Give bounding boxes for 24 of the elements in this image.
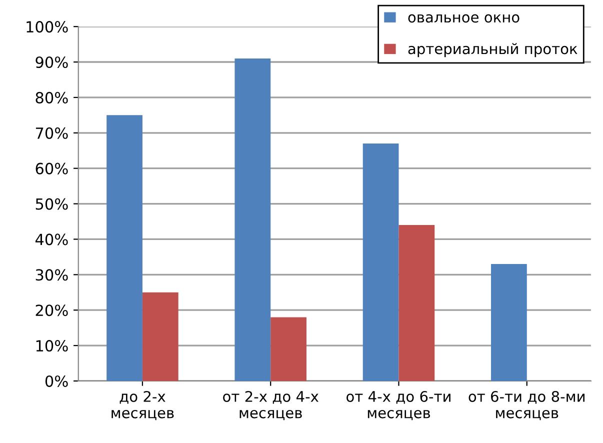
bar — [142, 292, 178, 381]
y-tick-label: 60% — [36, 162, 68, 174]
legend-label: артериальный проток — [408, 43, 578, 58]
x-tick-label: от 2-х до 4-х месяцев — [223, 390, 318, 420]
x-tick-label: от 4-х до 6-ти месяцев — [346, 390, 450, 420]
y-tick-label: 70% — [36, 127, 68, 139]
y-tick-label: 90% — [36, 56, 68, 68]
y-tick-label: 10% — [36, 340, 68, 352]
bar — [234, 58, 271, 381]
y-tick-label: 0% — [45, 375, 68, 387]
y-tick-label: 20% — [36, 304, 68, 316]
x-tick-label: от 6-ти до 8-ми месяцев — [468, 390, 584, 420]
y-tick-label: 50% — [36, 198, 68, 210]
bar — [270, 317, 306, 381]
bar — [398, 225, 435, 381]
y-tick-label: 100% — [26, 21, 68, 33]
legend-label: овальное окно — [408, 14, 520, 23]
y-tick-label: 40% — [35, 234, 68, 246]
bar — [106, 115, 142, 381]
x-tick-label: до 2-х месяцев — [112, 390, 174, 420]
y-tick-label: 80% — [36, 92, 68, 104]
y-tick-label: 30% — [36, 269, 68, 281]
bar — [362, 144, 399, 381]
bar — [490, 264, 527, 381]
